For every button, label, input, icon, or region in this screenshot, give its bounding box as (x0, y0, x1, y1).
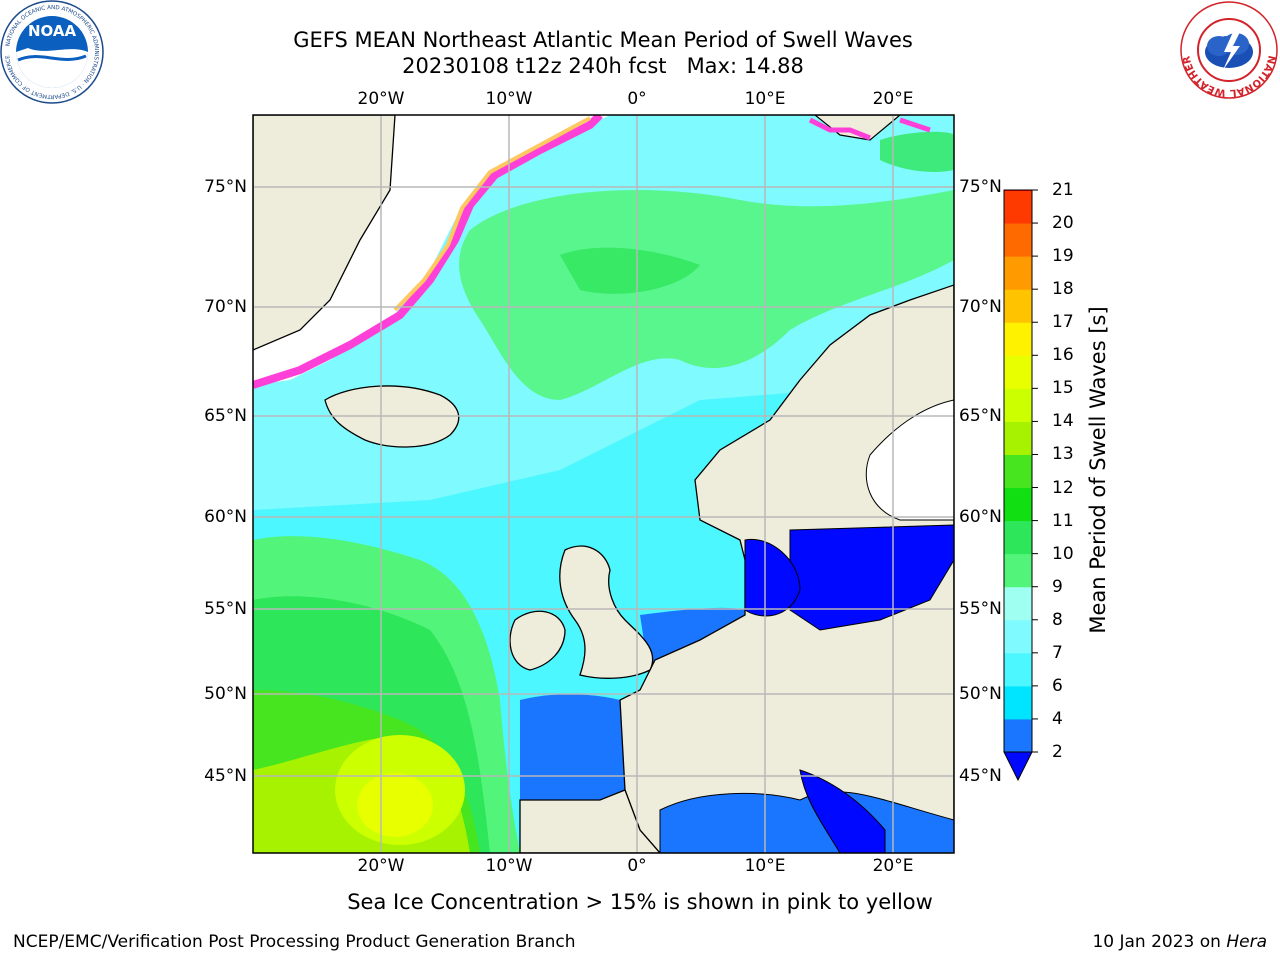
colorbar-tick-label: 2 (1052, 742, 1063, 762)
colorbar-segment (1004, 388, 1032, 422)
lat-label-left: 45°N (204, 766, 247, 786)
sea-ice-note: Sea Ice Concentration > 15% is shown in … (347, 890, 933, 914)
swell-band-9-10-north (459, 190, 954, 400)
lat-label-right: 75°N (959, 177, 1002, 197)
lat-label-left: 65°N (204, 406, 247, 426)
footer-date: 10 Jan 2023 on Hera (1092, 932, 1267, 952)
colorbar-tick-label: 8 (1052, 609, 1063, 630)
lon-label-bottom: 10°E (744, 856, 786, 876)
noaa-logo-icon: NOAA NATIONAL OCEANIC AND ATMOSPHERIC AD… (0, 0, 104, 104)
sea-ice-edge-pink (253, 115, 603, 389)
graticule (253, 115, 954, 853)
ireland-land (509, 610, 566, 671)
colorbar-tick-label: 18 (1052, 279, 1074, 300)
colorbar-outline (1003, 189, 1033, 753)
nws-logo-icon: NATIONAL WEATHER SERVICE (1178, 0, 1278, 99)
lat-label-right: 70°N (959, 297, 1002, 317)
lat-label-left: 55°N (204, 599, 247, 619)
colorbar-segment (1004, 718, 1032, 753)
colorbar-tick-label: 10 (1052, 543, 1074, 564)
lat-label-right: 45°N (959, 766, 1002, 786)
colorbar-tick-label: 12 (1052, 477, 1074, 498)
lon-label-bottom: 20°W (357, 856, 405, 876)
colorbar-segment (1004, 322, 1032, 356)
gulf-of-bothnia-ice (865, 399, 954, 521)
swell-patch (560, 247, 700, 294)
lat-label-right: 50°N (959, 684, 1002, 704)
colorbar-tick-label: 7 (1052, 642, 1063, 663)
lon-label-bottom: 10°W (485, 856, 533, 876)
sea-ice-edge-yellow (393, 116, 591, 312)
lon-label-top: 10°W (485, 89, 533, 109)
colorbar-tick-label: 13 (1052, 444, 1074, 465)
colorbar-segment (1004, 553, 1032, 588)
footer-date-text: 10 Jan 2023 on (1092, 932, 1227, 952)
colorbar-under-triangle (1003, 751, 1033, 782)
chart-subtitle: 20230108 t12z 240h fcst Max: 14.88 (402, 54, 804, 78)
colorbar-tick-label: 6 (1052, 675, 1063, 696)
footer-branch: NCEP/EMC/Verification Post Processing Pr… (13, 932, 576, 952)
adriatic-sea (799, 769, 886, 853)
lat-label-left: 50°N (204, 684, 247, 704)
lon-label-top: 20°E (872, 89, 914, 109)
lat-label-right: 65°N (959, 406, 1002, 426)
kattegat-sea (744, 538, 801, 617)
colorbar-segment (1004, 256, 1032, 290)
footer-host: Hera (1226, 932, 1267, 952)
svg-text:NOAA: NOAA (28, 22, 77, 40)
chart-title: GEFS MEAN Northeast Atlantic Mean Period… (293, 28, 913, 52)
colorbar-segment (1004, 190, 1032, 224)
svalbard-ice (808, 117, 931, 141)
colorbar-tick-label: 14 (1052, 411, 1074, 432)
colorbar-segment (1004, 289, 1032, 323)
colorbar-tick-label: 20 (1052, 213, 1074, 234)
lon-label-top: 0° (627, 89, 647, 109)
colorbar-segment (1004, 355, 1032, 389)
colorbar-segment (1004, 652, 1032, 687)
short-swell-biscay (520, 694, 625, 830)
colorbar-tick-label: 17 (1052, 312, 1074, 333)
lon-label-bottom: 0° (627, 856, 647, 876)
colorbar-segment (1004, 454, 1032, 489)
great-britain-land (559, 545, 654, 679)
swell-patch-ne (880, 131, 954, 172)
colorbar-segment (1004, 223, 1032, 257)
baltic-sea (789, 524, 954, 631)
lat-label-left: 75°N (204, 177, 247, 197)
map-frame (252, 114, 955, 854)
lon-label-top: 20°W (357, 89, 405, 109)
colorbar-segment (1004, 520, 1032, 555)
swell-max-14-15 (357, 773, 433, 837)
colorbar-tick-label: 15 (1052, 378, 1074, 399)
lat-label-left: 60°N (204, 507, 247, 527)
colorbar-segment (1004, 586, 1032, 621)
colorbar-tick-label: 16 (1052, 345, 1074, 366)
colorbar-segment (1004, 487, 1032, 522)
colorbar-tick-label: 19 (1052, 246, 1074, 267)
iberia-land (519, 789, 661, 853)
lat-label-right: 60°N (959, 507, 1002, 527)
colorbar-label: Mean Period of Swell Waves [s] (1086, 306, 1110, 634)
colorbar-tick-label: 4 (1052, 708, 1063, 729)
colorbar-segment (1004, 685, 1032, 720)
colorbar-tick-label: 21 (1052, 180, 1074, 200)
lon-label-top: 10°E (744, 89, 786, 109)
greenland-land (253, 115, 396, 351)
lat-label-right: 55°N (959, 599, 1002, 619)
lat-label-left: 70°N (204, 297, 247, 317)
lon-label-bottom: 20°E (872, 856, 914, 876)
colorbar (1003, 189, 1038, 782)
colorbar-tick-label: 9 (1052, 576, 1063, 597)
colorbar-segment (1004, 421, 1032, 455)
colorbar-segment (1004, 619, 1032, 654)
colorbar-tick-label: 11 (1052, 510, 1074, 531)
